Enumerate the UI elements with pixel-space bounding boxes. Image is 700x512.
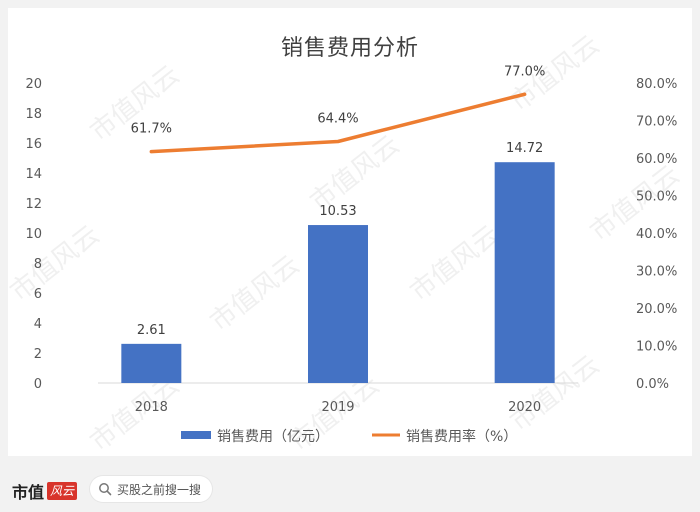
left-axis: 0 2 4 6 8 10 12 14 16 18 20 [25, 77, 42, 392]
left-axis-tick-label: 20 [25, 77, 42, 92]
line-data-label: 77.0% [504, 64, 545, 79]
search-label: 买股之前搜一搜 [117, 482, 202, 497]
search-button[interactable]: 买股之前搜一搜 [90, 476, 212, 502]
x-axis-tick-label: 2019 [321, 400, 354, 415]
bar [121, 343, 182, 383]
left-axis-tick-label: 14 [25, 167, 42, 182]
right-axis-tick-label: 70.0% [636, 115, 677, 130]
left-axis-tick-label: 0 [34, 377, 42, 392]
bar-data-label: 14.72 [506, 141, 543, 156]
left-axis-tick-label: 4 [34, 317, 42, 332]
line-data-label: 64.4% [317, 112, 358, 127]
brand-seal: 风云 [47, 482, 78, 500]
right-axis-tick-label: 10.0% [636, 340, 677, 355]
right-axis: 0.0% 10.0% 20.0% 30.0% 40.0% 50.0% 60.0% 70.0% 8… [636, 77, 677, 392]
left-axis-tick-label: 6 [34, 287, 42, 302]
right-axis-tick-label: 60.0% [636, 152, 677, 167]
left-axis-tick-label: 8 [34, 257, 42, 272]
right-axis-tick-label: 40.0% [636, 227, 677, 242]
left-axis-tick-label: 16 [25, 137, 42, 152]
left-axis-tick-label: 2 [34, 347, 42, 362]
right-axis-tick-label: 20.0% [636, 302, 677, 317]
chart-title: 销售费用分析 [280, 36, 419, 61]
watermark-text: 市值风云 [405, 220, 505, 308]
legend-swatch-bar [181, 431, 211, 439]
legend: 销售费用（亿元） 销售费用率（%） [181, 428, 517, 445]
bar-series: 2.61 10.53 14.72 [121, 141, 555, 383]
right-axis-tick-label: 50.0% [636, 190, 677, 205]
legend-label-bar: 销售费用（亿元） [217, 429, 329, 445]
legend-label-line: 销售费用率（%） [406, 428, 517, 445]
x-axis-tick-label: 2020 [508, 400, 541, 415]
left-axis-tick-label: 10 [25, 227, 42, 242]
left-axis-tick-label: 12 [25, 197, 42, 212]
right-axis-tick-label: 80.0% [636, 77, 677, 92]
brand-logo: 市值 风云 [12, 480, 78, 502]
bar [308, 225, 368, 383]
watermark-text: 市值风云 [205, 250, 305, 338]
watermark-text: 市值风云 [5, 220, 105, 308]
right-axis-tick-label: 30.0% [636, 265, 677, 280]
left-axis-tick-label: 18 [25, 107, 42, 122]
x-axis-ticks: 2018 2019 2020 [135, 400, 541, 415]
bar-data-label: 2.61 [137, 323, 166, 338]
x-axis-tick-label: 2018 [135, 400, 168, 415]
bar [494, 162, 555, 383]
search-icon [99, 483, 112, 496]
bar-data-label: 10.53 [319, 204, 356, 219]
footer-bar: 市值 风云 买股之前搜一搜 [0, 468, 700, 512]
brand-name: 市值 [12, 483, 45, 502]
line-data-label: 61.7% [131, 122, 172, 137]
right-axis-tick-label: 0.0% [636, 377, 669, 392]
line-series: 61.7% 64.4% 77.0% [131, 64, 545, 154]
